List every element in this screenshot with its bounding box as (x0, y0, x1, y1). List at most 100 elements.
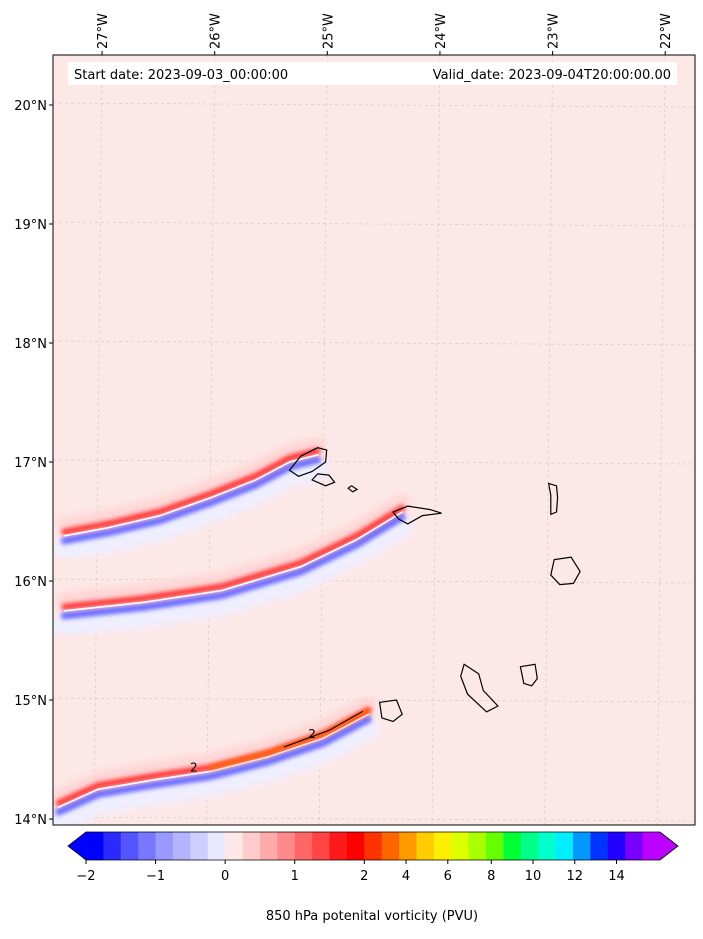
island-boa-vista (550, 556, 581, 586)
lat-tick-label: 17°N (14, 456, 47, 471)
colorbar-swatch (625, 832, 644, 860)
colorbar-swatch (329, 832, 348, 860)
lon-tick-label: 25°W (321, 13, 336, 49)
colorbar-swatch (138, 832, 157, 860)
colorbar-swatch (486, 832, 504, 860)
northern-pv-band-zero-line (63, 454, 319, 537)
colorbar-swatch (573, 832, 591, 860)
colorbar-swatch (259, 832, 278, 860)
colorbar-swatch (190, 832, 209, 860)
middle-pv-band-positive (61, 505, 406, 610)
southern-pv-band-negative (55, 715, 372, 816)
map-background (53, 55, 695, 825)
lat-tick-label: 15°N (14, 694, 47, 709)
lat-tick-label: 18°N (14, 337, 47, 352)
middle-pv-band-zero-line (63, 511, 403, 612)
colorbar-swatch (451, 832, 470, 860)
colorbar-swatch (120, 832, 139, 860)
southern-pv-band-zero-line (57, 713, 370, 808)
colorbar-swatch (242, 832, 261, 860)
middle-pv-band-halo-negative (53, 515, 414, 636)
colorbar-tick-label: 8 (487, 869, 495, 884)
island-santiago (460, 663, 499, 713)
island-sao-vicente (311, 473, 336, 487)
colorbar: −2 −1 0 1 2 4 6 8 10 12 14 (67, 831, 679, 884)
lat-tick-label: 20°N (14, 99, 47, 114)
valid-date-label: Valid_date: 2023-09-04T20:00:00.00 (433, 68, 671, 83)
colorbar-tick-label: −1 (146, 869, 165, 884)
contour-line-2 (283, 710, 363, 748)
colorbar-tick-label: 10 (525, 869, 542, 884)
gridline-lon (431, 55, 441, 825)
northern-pv-band-halo-negative (53, 457, 329, 561)
colorbar-extend-high (660, 832, 678, 860)
colorbar-swatch (294, 832, 313, 860)
northern-pv-band-halo-positive (56, 436, 326, 534)
gridline-lat (53, 459, 695, 465)
colorbar-tick-label: 2 (360, 869, 368, 884)
colorbar-tick-label: 4 (402, 869, 410, 884)
coastlines (288, 447, 581, 723)
colorbar-swatch (433, 832, 452, 860)
colorbar-swatch (520, 832, 539, 860)
colorbar-swatch (381, 832, 400, 860)
island-maio (519, 663, 538, 687)
colorbar-label: 850 hPa potenital vorticity (PVU) (266, 909, 478, 924)
island-sao-nicolau (392, 505, 442, 525)
island-fogo (378, 699, 403, 723)
colorbar-swatch (607, 832, 626, 860)
longitude-ticks: 27°W 26°W 25°W 24°W 23°W 22°W (96, 13, 674, 55)
island-santo-antao (288, 447, 328, 477)
gridline-lat (53, 697, 695, 703)
contour-label: 2 (308, 727, 316, 741)
colorbar-tick-label: 1 (291, 869, 299, 884)
pv-bands (53, 436, 414, 825)
colorbar-swatch (103, 832, 122, 860)
gridline-lon (93, 55, 103, 825)
contour-label: 2 (190, 760, 198, 774)
lon-tick-label: 26°W (209, 13, 224, 49)
colorbar-outline (67, 831, 679, 861)
latitude-ticks: 20°N 19°N 18°N 17°N 16°N 15°N 14°N (14, 99, 53, 828)
middle-pv-band-negative (60, 513, 406, 620)
colorbar-swatch (555, 832, 574, 860)
lon-tick-label: 23°W (547, 13, 562, 49)
lon-tick-label: 24°W (434, 13, 449, 49)
colorbar-tick-label: 0 (221, 869, 229, 884)
colorbar-swatch (225, 832, 244, 860)
colorbar-swatch (468, 832, 487, 860)
colorbar-tick-label: 14 (608, 869, 625, 884)
lat-tick-label: 14°N (14, 813, 47, 828)
middle-pv-band-halo-positive (56, 494, 411, 609)
colorbar-swatch (590, 832, 609, 860)
colorbar-swatch (86, 832, 104, 860)
colorbar-swatch (642, 832, 661, 860)
colorbar-swatch (503, 832, 522, 860)
colorbar-swatch (312, 832, 331, 860)
colorbar-swatch (399, 832, 417, 860)
gridline-lat (53, 221, 695, 227)
colorbar-swatch (364, 832, 383, 860)
colorbar-tick-label: 12 (566, 869, 583, 884)
header-box (68, 62, 677, 85)
gridline-lon (544, 55, 553, 825)
island-santa-luzia (347, 485, 359, 493)
gridlines (53, 55, 695, 825)
colorbar-swatch (277, 832, 296, 860)
colorbar-tick-label: 6 (444, 869, 452, 884)
gridline-lat (53, 816, 695, 822)
northern-pv-band-negative (60, 456, 322, 545)
southern-pv-band-halo-positive (53, 696, 377, 806)
gridline-lon (656, 55, 666, 825)
colorbar-extend-low (68, 832, 86, 860)
gridline-lat (53, 340, 695, 346)
gridline-lon (206, 55, 215, 825)
colorbar-swatch (346, 832, 365, 860)
island-sal (547, 482, 559, 516)
gridline-lat (53, 102, 695, 108)
northern-pv-band-positive (61, 447, 321, 535)
lon-tick-label: 22°W (659, 13, 674, 49)
lat-tick-label: 19°N (14, 218, 47, 233)
lat-tick-label: 16°N (14, 575, 47, 590)
